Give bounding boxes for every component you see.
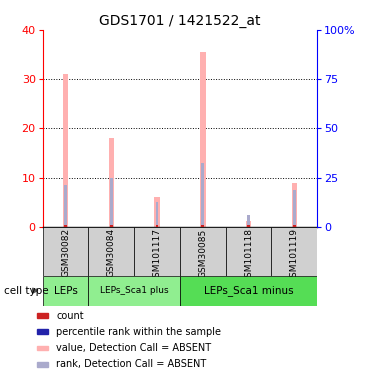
Bar (247, 225, 250, 227)
Bar (201, 225, 204, 227)
Bar (156, 202, 158, 227)
Text: GSM30085: GSM30085 (198, 228, 207, 278)
Bar (134, 227, 180, 276)
Bar (180, 227, 226, 276)
Bar (226, 227, 272, 276)
Bar (200, 52, 206, 227)
Text: GSM30084: GSM30084 (107, 228, 116, 278)
Bar (37, 362, 48, 367)
Bar (43, 276, 88, 306)
Bar (156, 225, 158, 227)
Text: value, Detection Call = ABSENT: value, Detection Call = ABSENT (56, 343, 211, 353)
Bar (110, 225, 113, 227)
Bar (246, 221, 251, 227)
Bar (43, 227, 88, 276)
Title: GDS1701 / 1421522_at: GDS1701 / 1421522_at (99, 13, 261, 28)
Bar (37, 330, 48, 334)
Bar (292, 183, 297, 227)
Bar (64, 225, 67, 227)
Text: LEPs: LEPs (53, 286, 78, 296)
Bar (293, 225, 296, 227)
Text: percentile rank within the sample: percentile rank within the sample (56, 327, 221, 337)
Text: rank, Detection Call = ABSENT: rank, Detection Call = ABSENT (56, 359, 207, 369)
Text: LEPs_Sca1 plus: LEPs_Sca1 plus (100, 286, 168, 295)
Bar (154, 197, 160, 227)
Bar (293, 190, 296, 227)
Text: cell type: cell type (4, 286, 48, 296)
Bar (110, 178, 113, 227)
Bar (37, 313, 48, 318)
Bar (64, 185, 67, 227)
Text: GSM101119: GSM101119 (290, 228, 299, 284)
Bar (109, 138, 114, 227)
Text: GSM101118: GSM101118 (244, 228, 253, 284)
Bar (37, 346, 48, 350)
Text: GSM101117: GSM101117 (152, 228, 161, 284)
Bar (201, 163, 204, 227)
Text: count: count (56, 310, 84, 321)
Bar (63, 74, 68, 227)
Bar (272, 227, 317, 276)
Bar (180, 276, 317, 306)
Bar (247, 214, 250, 227)
Text: GSM30082: GSM30082 (61, 228, 70, 278)
Bar (88, 227, 134, 276)
Text: LEPs_Sca1 minus: LEPs_Sca1 minus (204, 285, 293, 296)
Bar (88, 276, 180, 306)
